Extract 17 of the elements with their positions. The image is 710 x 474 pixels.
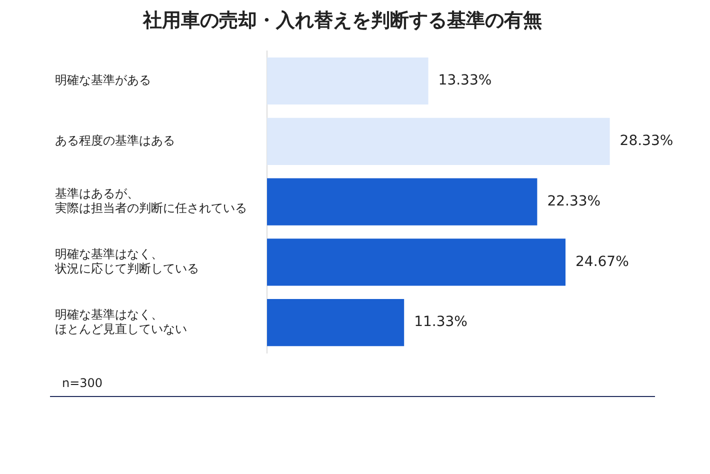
data-label: 11.33% [414, 314, 468, 330]
y-tick-label: 明確な基準がある [55, 73, 151, 88]
bar [267, 178, 538, 226]
bar [267, 118, 610, 165]
bar [267, 299, 404, 346]
data-label: 22.33% [547, 193, 601, 210]
y-tick-label: 明確な基準はなく、状況に応じて判断している [54, 247, 199, 276]
bar [267, 238, 566, 286]
y-tick-label: 明確な基準はなく、ほとんど見直していない [55, 308, 187, 336]
data-label: 24.67% [576, 254, 629, 270]
bar [267, 57, 428, 105]
y-tick-label: 基準はあるが、実際は担当者の判断に任されている [55, 186, 247, 216]
text: n=300 [62, 376, 103, 390]
data-label: 13.33% [438, 72, 492, 89]
chart-title: 社用車の売却・入れ替えを判断する基準の有無 [142, 9, 542, 32]
y-tick-label: ある程度の基準はある [55, 134, 175, 148]
data-label: 28.33% [620, 133, 674, 150]
